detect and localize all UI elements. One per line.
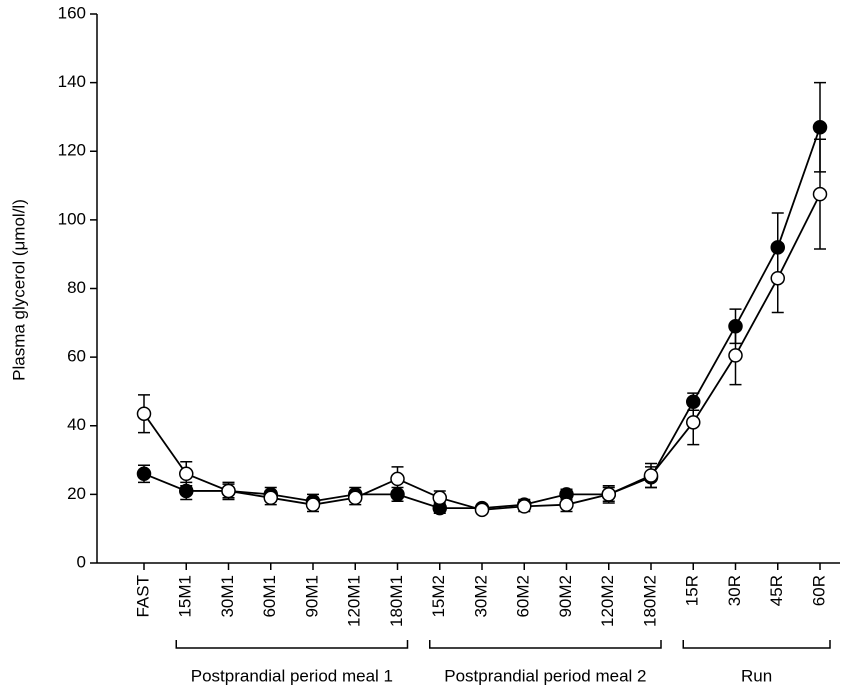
marker bbox=[643, 468, 659, 483]
y-tick-label: 100 bbox=[58, 209, 86, 228]
group-bracket bbox=[429, 640, 662, 649]
x-tick-label: 45R bbox=[767, 575, 786, 606]
marker bbox=[305, 497, 321, 512]
x-tick-label: 30M1 bbox=[218, 575, 237, 618]
marker bbox=[432, 490, 447, 506]
x-tick-label: 120M1 bbox=[345, 575, 364, 627]
marker bbox=[601, 487, 616, 502]
y-tick-label: 160 bbox=[58, 3, 86, 22]
x-tick-label: 15R bbox=[683, 575, 702, 606]
marker bbox=[770, 270, 785, 286]
x-tick-label: 60M1 bbox=[260, 575, 279, 618]
y-tick-label: 80 bbox=[67, 278, 86, 297]
y-axis-label: Plasma glycerol (μmol/l) bbox=[9, 199, 28, 381]
x-tick-label: 30R bbox=[725, 575, 744, 606]
marker bbox=[179, 466, 194, 482]
x-tick-label: 90M2 bbox=[556, 575, 575, 618]
series-line bbox=[143, 193, 821, 511]
marker bbox=[770, 240, 785, 255]
x-tick-label: 30M2 bbox=[471, 575, 490, 618]
group-bracket bbox=[682, 640, 831, 649]
marker bbox=[221, 483, 236, 499]
marker bbox=[728, 348, 743, 363]
x-tick-label: 60M2 bbox=[514, 575, 533, 618]
y-tick-label: 0 bbox=[77, 552, 86, 571]
group-label: Postprandial period meal 2 bbox=[444, 666, 646, 685]
marker bbox=[812, 186, 828, 202]
y-tick-label: 20 bbox=[67, 484, 86, 503]
x-tick-label: 15M1 bbox=[176, 575, 195, 618]
group-bracket bbox=[175, 640, 409, 649]
x-tick-label: FAST bbox=[133, 575, 152, 618]
x-tick-label: 90M1 bbox=[302, 575, 321, 618]
marker bbox=[686, 415, 701, 430]
marker bbox=[474, 502, 490, 518]
marker bbox=[136, 406, 152, 421]
y-tick-label: 140 bbox=[58, 72, 86, 91]
x-tick-label: 60R bbox=[809, 575, 828, 606]
marker bbox=[559, 497, 574, 512]
x-tick-label: 15M2 bbox=[429, 575, 448, 618]
marker bbox=[179, 483, 194, 499]
marker bbox=[517, 499, 532, 514]
marker bbox=[348, 490, 363, 506]
marker bbox=[728, 318, 743, 334]
marker bbox=[390, 471, 405, 487]
marker bbox=[263, 490, 278, 506]
x-tick-label: 180M1 bbox=[387, 575, 406, 627]
marker bbox=[136, 466, 152, 482]
y-tick-label: 40 bbox=[67, 415, 86, 434]
x-tick-label: 120M2 bbox=[598, 575, 617, 627]
x-tick-label: 180M2 bbox=[640, 575, 659, 627]
y-tick-label: 120 bbox=[58, 141, 86, 160]
marker bbox=[812, 119, 828, 135]
series-line bbox=[143, 126, 821, 509]
marker bbox=[686, 394, 701, 409]
group-label: Run bbox=[741, 666, 772, 685]
group-label: Postprandial period meal 1 bbox=[191, 666, 393, 685]
y-tick-label: 60 bbox=[67, 347, 86, 366]
marker bbox=[390, 487, 405, 502]
